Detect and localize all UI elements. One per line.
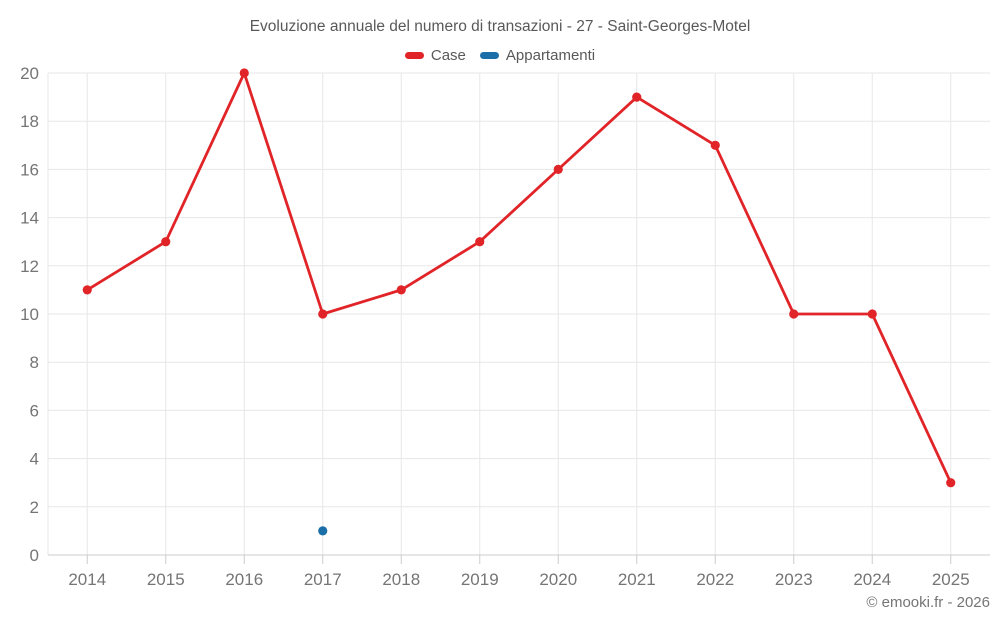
data-point-case[interactable] [396, 285, 406, 295]
y-axis-tick-label: 4 [30, 450, 39, 469]
legend-swatch-appartamenti [479, 52, 499, 59]
legend-item-case[interactable]: Case [404, 47, 466, 64]
data-point-case[interactable] [161, 237, 171, 247]
x-axis-tick-label: 2018 [382, 570, 420, 589]
data-point-case[interactable] [710, 140, 720, 150]
data-point-case[interactable] [239, 68, 249, 78]
data-point-case[interactable] [867, 309, 877, 319]
x-axis-tick-label: 2014 [68, 570, 106, 589]
data-point-case[interactable] [946, 478, 956, 488]
chart-title: Evoluzione annuale del numero di transaz… [249, 18, 751, 35]
x-axis-tick-label: 2016 [225, 570, 263, 589]
data-point-case[interactable] [632, 92, 642, 102]
y-axis-tick-label: 16 [20, 160, 39, 179]
x-axis-tick-label: 2023 [775, 570, 813, 589]
x-axis-tick-label: 2019 [461, 570, 499, 589]
y-axis-tick-label: 12 [20, 257, 39, 276]
footer-credit: © emooki.fr - 2026 [866, 594, 990, 611]
y-axis-tick-label: 2 [30, 498, 39, 517]
legend-label-case: Case [430, 47, 466, 64]
data-point-appartamenti[interactable] [318, 526, 328, 536]
legend-swatch-case [404, 52, 424, 59]
data-point-case[interactable] [82, 285, 92, 295]
x-axis-tick-label: 2017 [304, 570, 342, 589]
x-axis-tick-label: 2024 [853, 570, 891, 589]
y-axis-tick-label: 14 [20, 209, 39, 228]
data-point-case[interactable] [318, 309, 328, 319]
x-axis-tick-label: 2015 [147, 570, 185, 589]
legend-label-appartamenti: Appartamenti [505, 47, 596, 64]
y-axis-tick-label: 8 [30, 353, 39, 372]
y-axis-tick-label: 20 [20, 64, 39, 83]
y-axis-tick-label: 0 [30, 546, 39, 565]
data-point-case[interactable] [553, 164, 563, 174]
series-line-case [85, 71, 953, 485]
legend: Case Appartamenti [0, 47, 1000, 64]
x-axis-tick-label: 2020 [539, 570, 577, 589]
y-axis-tick-label: 10 [20, 305, 39, 324]
data-point-case[interactable] [475, 237, 485, 247]
data-point-case[interactable] [789, 309, 799, 319]
x-axis-tick-label: 2022 [696, 570, 734, 589]
x-axis-tick-label: 2025 [932, 570, 970, 589]
y-axis-tick-label: 6 [30, 401, 39, 420]
legend-item-appartamenti[interactable]: Appartamenti [479, 47, 596, 64]
x-axis-tick-label: 2021 [618, 570, 656, 589]
y-axis-tick-label: 18 [20, 112, 39, 131]
